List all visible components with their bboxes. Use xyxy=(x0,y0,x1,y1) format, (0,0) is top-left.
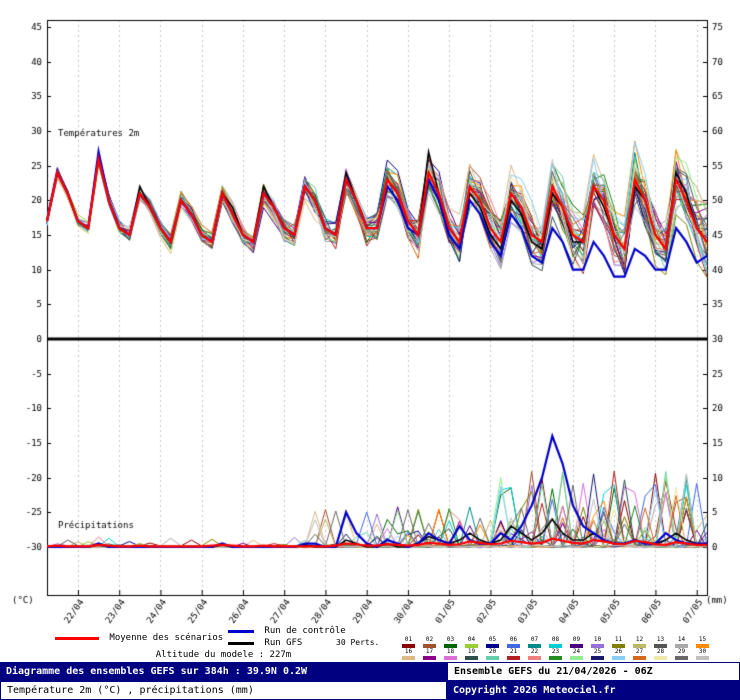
footer-title: Diagramme des ensembles GEFS sur 384h : … xyxy=(0,662,447,681)
pert-swatch-28: 28 xyxy=(650,649,671,660)
perts-row-2: 16 17 18 19 20 21 22 23 24 25 26 27 28 29 30 xyxy=(398,638,728,660)
footer-run-info: Ensemble GEFS du 21/04/2026 - 06Z xyxy=(447,662,740,681)
mean-line-swatch xyxy=(55,636,99,640)
pert-swatch-02: 02 xyxy=(419,637,440,648)
pert-swatch-19: 19 xyxy=(461,649,482,660)
pert-swatch-13: 13 xyxy=(650,637,671,648)
perts-legend: 01 02 03 04 05 06 07 08 09 10 11 12 13 14 15 16 17 18 19 2… xyxy=(398,626,728,660)
gfs-line-swatch xyxy=(228,641,254,645)
footer-subtitle: Température 2m (°C) , précipitations (mm… xyxy=(0,681,447,700)
pert-swatch-12: 12 xyxy=(629,637,650,648)
pert-swatch-20: 20 xyxy=(482,649,503,660)
legend-mean-label: Moyenne des scénarios xyxy=(109,633,224,643)
pert-swatch-16: 16 xyxy=(398,649,419,660)
pert-swatch-25: 25 xyxy=(587,649,608,660)
pert-swatch-01: 01 xyxy=(398,637,419,648)
pert-swatch-21: 21 xyxy=(503,649,524,660)
legend-control-label: Run de contrôle xyxy=(264,626,346,636)
pert-swatch-07: 07 xyxy=(524,637,545,648)
chart-legend: Moyenne des scénarios Run de contrôle Ru… xyxy=(0,626,740,660)
pert-swatch-24: 24 xyxy=(566,649,587,660)
pert-swatch-10: 10 xyxy=(587,637,608,648)
legend-mean: Moyenne des scénarios xyxy=(55,633,223,645)
pert-swatch-23: 23 xyxy=(545,649,566,660)
pert-swatch-27: 27 xyxy=(629,649,650,660)
perts-count-label: 30 Perts. xyxy=(336,638,380,647)
pert-swatch-26: 26 xyxy=(608,649,629,660)
pert-swatch-03: 03 xyxy=(440,637,461,648)
model-altitude-note: Altitude du modele : 227m xyxy=(155,650,292,660)
pert-swatch-05: 05 xyxy=(482,637,503,648)
footer-bar: Diagramme des ensembles GEFS sur 384h : … xyxy=(0,662,740,700)
pert-swatch-04: 04 xyxy=(461,637,482,648)
legend-control: Run de contrôle xyxy=(228,626,346,638)
pert-swatch-06: 06 xyxy=(503,637,524,648)
pert-swatch-09: 09 xyxy=(566,637,587,648)
pert-swatch-30: 30 xyxy=(692,649,713,660)
ensemble-chart-canvas xyxy=(0,0,740,626)
control-line-swatch xyxy=(228,629,254,633)
pert-swatch-11: 11 xyxy=(608,637,629,648)
pert-swatch-15: 15 xyxy=(692,637,713,648)
pert-swatch-18: 18 xyxy=(440,649,461,660)
pert-swatch-22: 22 xyxy=(524,649,545,660)
legend-gfs: Run GFS xyxy=(228,638,302,650)
pert-swatch-17: 17 xyxy=(419,649,440,660)
pert-swatch-08: 08 xyxy=(545,637,566,648)
pert-swatch-14: 14 xyxy=(671,637,692,648)
legend-gfs-label: Run GFS xyxy=(264,638,303,648)
footer-copyright: Copyright 2026 Meteociel.fr xyxy=(447,681,740,700)
perts-row-1: 01 02 03 04 05 06 07 08 09 10 11 12 13 14 15 xyxy=(398,626,728,648)
pert-swatch-29: 29 xyxy=(671,649,692,660)
